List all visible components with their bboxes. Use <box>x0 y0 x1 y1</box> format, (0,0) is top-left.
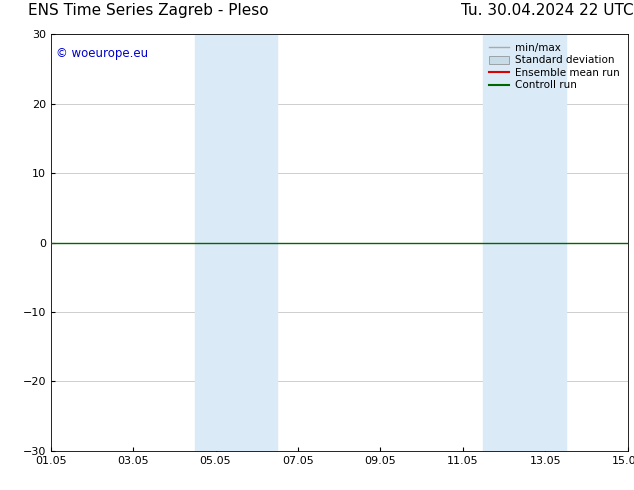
Text: Tu. 30.04.2024 22 UTC: Tu. 30.04.2024 22 UTC <box>461 2 633 18</box>
Bar <box>483 34 566 451</box>
Legend: min/max, Standard deviation, Ensemble mean run, Controll run: min/max, Standard deviation, Ensemble me… <box>486 40 623 94</box>
Text: © woeurope.eu: © woeurope.eu <box>56 47 148 60</box>
Bar <box>195 34 278 451</box>
Text: ENS Time Series Zagreb - Pleso: ENS Time Series Zagreb - Pleso <box>28 2 268 18</box>
